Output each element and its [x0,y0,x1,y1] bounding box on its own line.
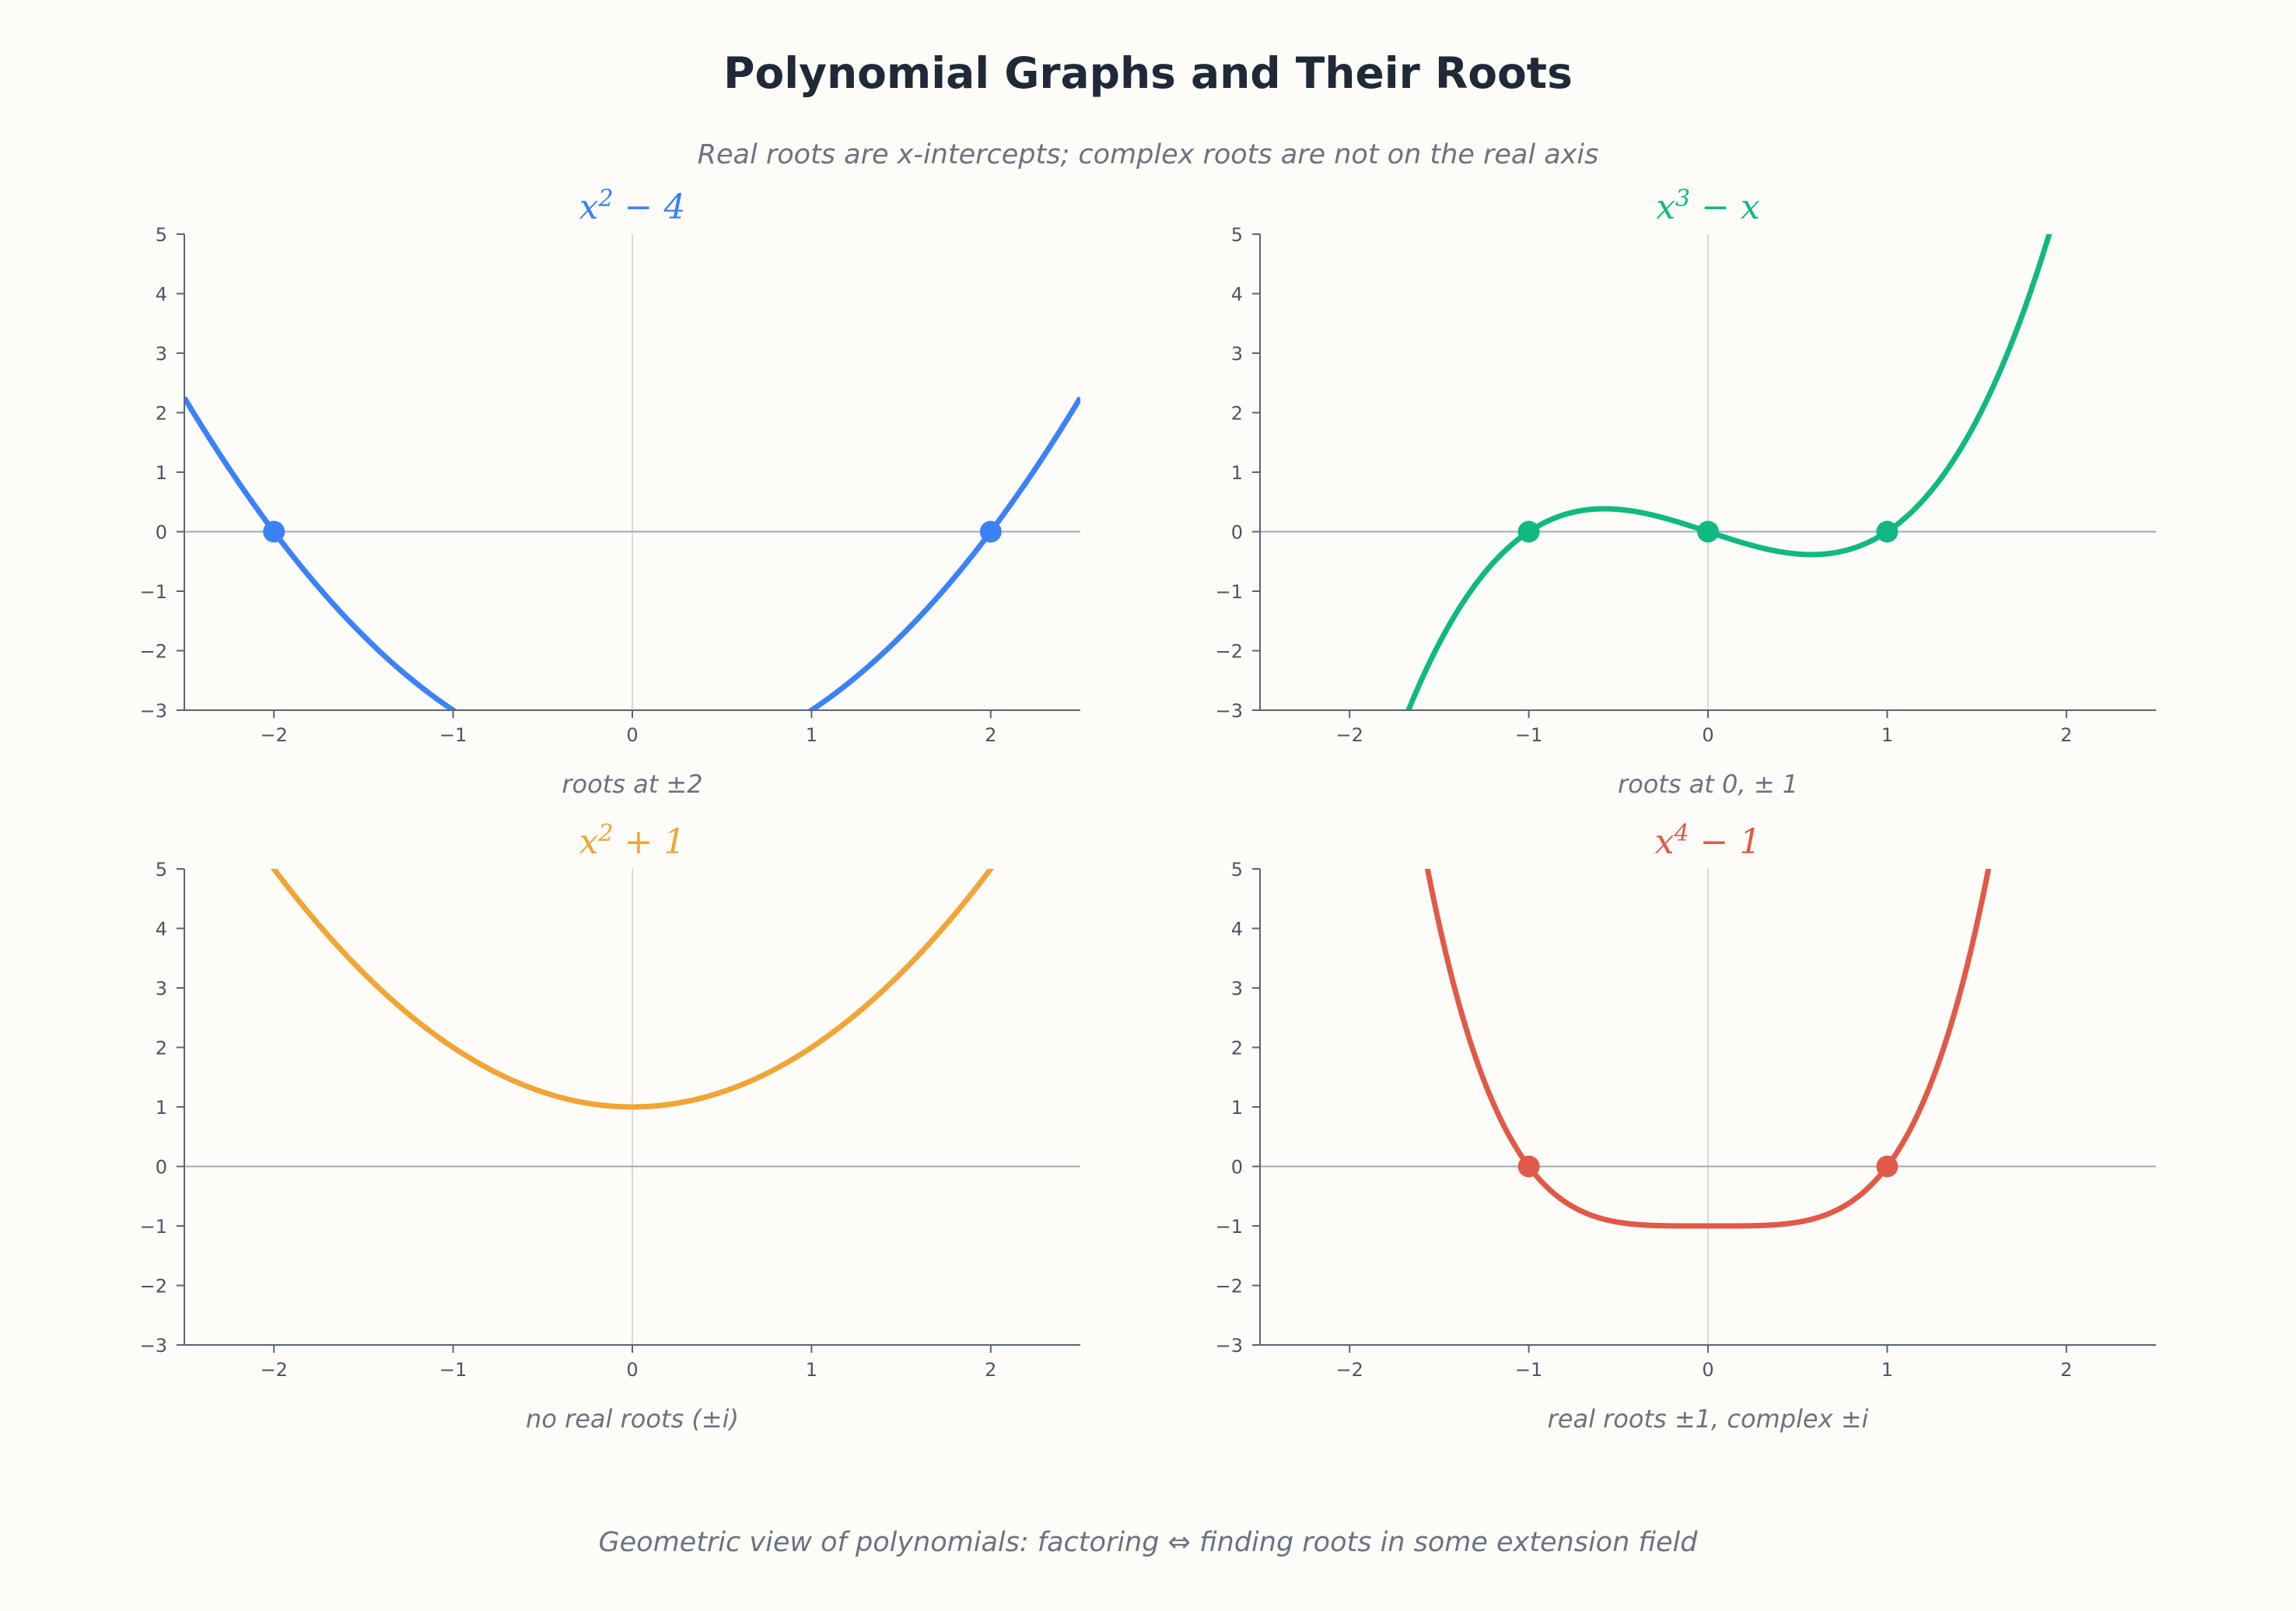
root-point [1876,1155,1899,1178]
panel-caption: no real roots (±i) [526,1404,739,1434]
polynomial-curve [270,869,995,1110]
y-tick-label: 3 [156,978,167,1000]
panel-title-rest: − 1 [1689,822,1762,862]
y-tick-label: −3 [1216,1335,1243,1357]
y-tick-label: −1 [1216,581,1243,603]
panel-title: x3 − x [1656,185,1760,227]
panel-title-base: x [1655,822,1675,862]
y-tick-label: −2 [140,1276,167,1298]
y-tick-label: 3 [1231,978,1243,1000]
polynomial-curve [1424,869,1992,1229]
figure-title: Polynomial Graphs and Their Roots [723,48,1573,98]
x-tick-label: −1 [1515,724,1542,746]
y-tick-label: 1 [156,1097,167,1119]
root-point [1697,520,1719,543]
panel-title-rest: − x [1690,187,1760,227]
panel-title-rest: − 4 [614,187,686,227]
x-tick-label: 2 [985,724,996,746]
panel-title-exponent: 2 [597,185,613,212]
panel-title-exponent: 3 [1675,185,1690,212]
figure-subtitle: Real roots are x-intercepts; complex roo… [698,139,1599,170]
y-tick-label: 2 [1231,403,1243,425]
x-tick-label: 1 [1881,1359,1893,1381]
root-point [1517,520,1540,543]
panel-title: x2 − 4 [579,185,686,227]
y-tick-label: 4 [1231,919,1243,940]
y-tick-label: −2 [140,641,167,663]
y-tick-label: −2 [1216,1276,1243,1298]
y-tick-label: 4 [156,919,167,940]
y-tick-label: −1 [1216,1216,1243,1238]
panel-title-base: x [579,822,599,862]
y-tick-label: 0 [1231,522,1243,544]
x-tick-label: 0 [626,1359,638,1381]
y-tick-label: 5 [1231,224,1243,246]
x-tick-label: 2 [985,1359,996,1381]
y-tick-label: −1 [140,581,167,603]
x-tick-label: −2 [261,724,288,746]
x-tick-label: −2 [1336,724,1363,746]
y-tick-label: 4 [1231,284,1243,306]
x-tick-label: 1 [806,724,817,746]
y-tick-label: 5 [156,859,167,881]
y-tick-label: 1 [156,462,167,484]
y-tick-label: 2 [1231,1038,1243,1059]
panel-title: x2 + 1 [579,820,686,862]
x-tick-label: −1 [1515,1359,1542,1381]
y-tick-label: 3 [1231,343,1243,365]
figure-footer: Geometric view of polynomials: factoring… [599,1527,1699,1558]
root-point [1517,1155,1540,1178]
x-tick-label: 0 [626,724,638,746]
panel-caption: roots at 0, ± 1 [1618,769,1798,799]
y-tick-label: 2 [156,403,167,425]
x-tick-label: 1 [1881,724,1893,746]
y-tick-label: −2 [1216,641,1243,663]
panel-title: x4 − 1 [1655,820,1762,862]
panel-title-base: x [579,187,599,227]
panel-title-base: x [1656,187,1675,227]
root-point [1876,520,1899,543]
root-point [263,520,285,543]
panel-caption: roots at ±2 [562,769,702,799]
x-tick-label: −2 [1336,1359,1363,1381]
y-tick-label: −3 [140,1335,167,1357]
x-tick-label: −2 [261,1359,288,1381]
y-tick-label: 0 [156,522,167,544]
x-tick-label: 2 [2060,1359,2072,1381]
panel-title-rest: + 1 [614,822,686,862]
y-tick-label: 1 [1231,462,1243,484]
x-tick-label: −1 [439,724,467,746]
panel-caption: real roots ±1, complex ±i [1548,1404,1869,1434]
panel-title-exponent: 4 [1673,820,1689,847]
x-tick-label: 0 [1702,1359,1713,1381]
y-tick-label: 3 [156,343,167,365]
y-tick-label: −3 [1216,700,1243,722]
polynomial-curve [184,396,1080,710]
y-tick-label: −3 [140,700,167,722]
x-tick-label: 0 [1702,724,1713,746]
root-point [979,520,1002,543]
y-tick-label: 5 [156,224,167,246]
x-tick-label: −1 [439,1359,467,1381]
y-tick-label: 0 [156,1157,167,1178]
y-tick-label: 2 [156,1038,167,1059]
y-tick-label: −1 [140,1216,167,1238]
x-tick-label: 1 [806,1359,817,1381]
panel-title-exponent: 2 [597,820,613,847]
y-tick-label: 0 [1231,1157,1243,1178]
x-tick-label: 2 [2060,724,2072,746]
y-tick-label: 4 [156,284,167,306]
y-tick-label: 5 [1231,859,1243,881]
y-tick-label: 1 [1231,1097,1243,1119]
